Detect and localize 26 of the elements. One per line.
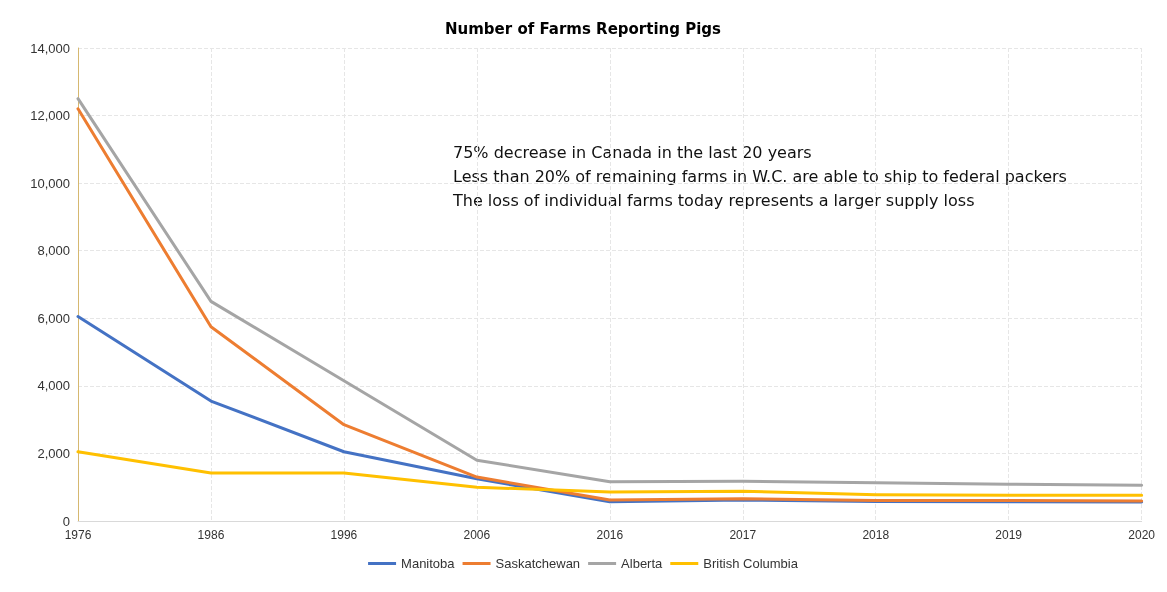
y-tick-label: 12,000 [30,108,70,124]
x-tick-label: 1986 [197,528,225,542]
legend-label: British Columbia [703,556,799,571]
x-tick-label: 2017 [729,528,757,542]
x-tick-label: 2006 [463,528,491,542]
y-tick-label: 0 [62,513,70,529]
legend-label: Saskatchewan [495,556,581,571]
x-tick-label: 2018 [862,528,890,542]
legend-label: Alberta [621,556,664,571]
annotation: The loss of individual farms today represents a larger supply loss [452,190,975,210]
x-tick-label: 1996 [330,528,358,542]
line-series [76,450,1144,497]
y-tick-label: 6,000 [37,310,70,326]
x-tick-label: 1976 [64,528,92,542]
y-tick-label: 14,000 [30,40,70,56]
x-tick-label: 2019 [995,528,1023,542]
y-tick-label: 8,000 [37,243,70,259]
annotation: Less than 20% of remaining farms in W.C. are able to ship to federal packers [453,166,1067,186]
legend-label: Manitoba [401,556,456,571]
chart-title: Number of Farms Reporting Pigs [444,19,722,38]
y-tick-label: 10,000 [30,175,70,191]
x-tick-label: 2016 [596,528,624,542]
y-tick-label: 4,000 [37,378,70,394]
y-tick-label: 2,000 [37,445,70,461]
annotation: 75% decrease in Canada in the last 20 years [453,142,812,162]
x-tick-label: 2020 [1128,528,1156,542]
